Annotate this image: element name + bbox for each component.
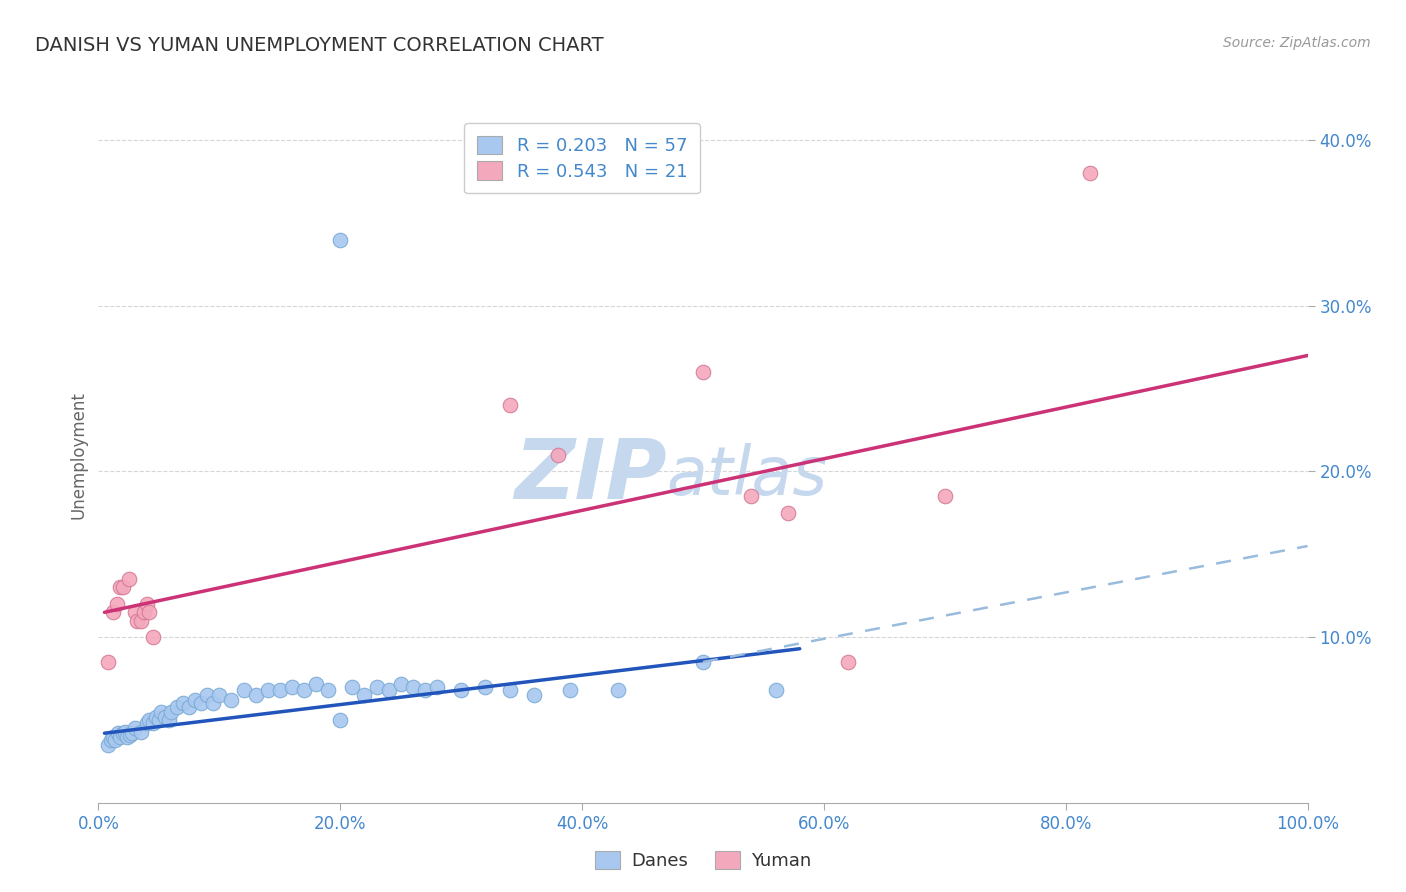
Point [117,730,139,744]
Point [202,697,225,711]
Point [160,705,183,719]
Point [97,655,120,669]
Point [208,688,231,702]
Point [166,699,188,714]
Point [138,605,160,619]
Point [329,713,352,727]
Point [135,597,157,611]
Point [353,688,375,702]
Text: atlas: atlas [666,442,828,508]
Point [498,683,520,698]
Point [342,680,364,694]
Point [111,726,134,740]
Point [1078,166,1101,180]
Point [413,683,436,698]
Point [111,581,134,595]
Point [107,726,129,740]
Point [177,699,201,714]
Point [765,683,787,698]
Point [108,730,131,744]
Point [837,655,859,669]
Legend: Danes, Yuman: Danes, Yuman [588,844,818,877]
Point [127,614,149,628]
Point [101,730,124,744]
Point [105,597,128,611]
Point [256,683,278,698]
Point [389,676,412,690]
Point [108,581,131,595]
Point [776,506,799,520]
Point [124,605,146,619]
Point [150,705,173,719]
Point [129,724,152,739]
Point [450,683,472,698]
Point [607,683,630,698]
Point [145,709,167,723]
Text: DANISH VS YUMAN UNEMPLOYMENT CORRELATION CHART: DANISH VS YUMAN UNEMPLOYMENT CORRELATION… [35,36,603,54]
Point [142,716,165,731]
Point [426,680,449,694]
Point [97,738,120,752]
Point [118,572,141,586]
Point [740,489,762,503]
Text: ZIP: ZIP [515,435,666,516]
Point [134,605,156,619]
Point [114,724,136,739]
Point [101,605,124,619]
Point [547,448,569,462]
Point [558,683,581,698]
Point [138,713,160,727]
Point [402,680,425,694]
Point [498,398,520,412]
Point [292,683,315,698]
Point [934,489,956,503]
Point [157,713,180,727]
Point [104,732,127,747]
Point [148,713,170,727]
Point [129,614,152,628]
Point [153,709,176,723]
Point [523,688,546,702]
Point [124,721,146,735]
Point [366,680,388,694]
Point [135,716,157,731]
Y-axis label: Unemployment: Unemployment [69,391,87,519]
Point [281,680,304,694]
Point [100,732,122,747]
Point [316,683,339,698]
Point [692,365,714,379]
Point [232,683,254,698]
Point [377,683,399,698]
Point [245,688,267,702]
Point [474,680,496,694]
Point [269,683,291,698]
Point [692,655,714,669]
Text: Source: ZipAtlas.com: Source: ZipAtlas.com [1223,36,1371,50]
Point [172,697,194,711]
Point [221,693,243,707]
Point [305,676,328,690]
Point [190,697,212,711]
Point [329,233,352,247]
Point [121,726,143,740]
Point [118,728,141,742]
Point [184,693,207,707]
Point [195,688,218,702]
Point [142,630,165,644]
